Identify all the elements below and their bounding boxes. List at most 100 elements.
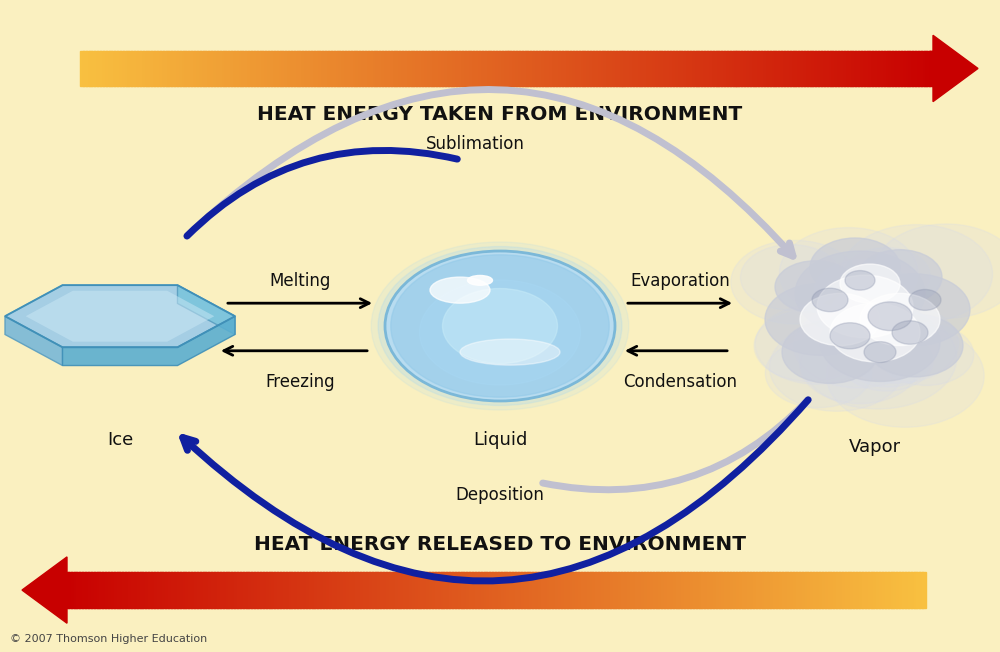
- Bar: [882, 572, 886, 608]
- Bar: [131, 572, 135, 608]
- Bar: [231, 572, 235, 608]
- Bar: [555, 572, 559, 608]
- Bar: [65, 572, 69, 608]
- Bar: [901, 50, 905, 86]
- Bar: [492, 572, 496, 608]
- Bar: [185, 50, 189, 86]
- Bar: [488, 50, 491, 86]
- Bar: [498, 572, 502, 608]
- Bar: [217, 50, 221, 86]
- Bar: [271, 572, 275, 608]
- Bar: [419, 50, 423, 86]
- Bar: [194, 572, 198, 608]
- Bar: [844, 50, 848, 86]
- Bar: [422, 50, 426, 86]
- Bar: [362, 50, 366, 86]
- Bar: [398, 572, 401, 608]
- Bar: [824, 50, 828, 86]
- Bar: [659, 50, 662, 86]
- Bar: [194, 50, 198, 86]
- Bar: [126, 50, 129, 86]
- Bar: [795, 50, 799, 86]
- Bar: [601, 572, 605, 608]
- Circle shape: [846, 331, 931, 387]
- Bar: [914, 572, 917, 608]
- Bar: [525, 50, 528, 86]
- Bar: [582, 50, 585, 86]
- Bar: [251, 572, 255, 608]
- Bar: [354, 50, 357, 86]
- Circle shape: [740, 244, 841, 310]
- Bar: [656, 572, 659, 608]
- Bar: [214, 50, 218, 86]
- Bar: [681, 50, 685, 86]
- Bar: [713, 50, 717, 86]
- Bar: [479, 50, 483, 86]
- Bar: [924, 50, 927, 86]
- Polygon shape: [26, 291, 214, 342]
- Bar: [197, 50, 201, 86]
- Bar: [641, 572, 645, 608]
- Bar: [724, 50, 728, 86]
- Bar: [408, 50, 412, 86]
- Bar: [599, 50, 603, 86]
- Circle shape: [731, 241, 859, 324]
- Bar: [584, 50, 588, 86]
- Bar: [185, 572, 189, 608]
- Bar: [328, 50, 332, 86]
- Bar: [613, 572, 616, 608]
- Bar: [360, 572, 364, 608]
- Bar: [670, 572, 674, 608]
- Bar: [418, 572, 421, 608]
- Bar: [676, 572, 679, 608]
- Bar: [850, 50, 853, 86]
- Bar: [228, 50, 232, 86]
- Circle shape: [795, 251, 925, 336]
- Bar: [242, 50, 246, 86]
- Bar: [452, 572, 456, 608]
- Bar: [730, 50, 734, 86]
- Bar: [208, 572, 212, 608]
- Bar: [146, 50, 149, 86]
- Bar: [246, 572, 249, 608]
- Bar: [274, 572, 278, 608]
- Bar: [351, 50, 355, 86]
- Bar: [274, 50, 278, 86]
- Bar: [220, 50, 224, 86]
- Bar: [781, 50, 785, 86]
- Bar: [352, 572, 356, 608]
- Bar: [593, 50, 597, 86]
- Bar: [613, 50, 617, 86]
- Bar: [573, 50, 577, 86]
- Bar: [687, 50, 691, 86]
- Circle shape: [840, 264, 900, 303]
- Bar: [288, 50, 292, 86]
- Circle shape: [775, 261, 855, 313]
- Bar: [650, 572, 654, 608]
- Bar: [733, 50, 736, 86]
- Bar: [148, 50, 152, 86]
- Bar: [86, 50, 90, 86]
- Bar: [681, 572, 685, 608]
- Bar: [602, 50, 605, 86]
- Bar: [775, 50, 779, 86]
- Bar: [862, 572, 866, 608]
- Bar: [188, 50, 192, 86]
- Bar: [128, 572, 132, 608]
- Bar: [220, 572, 224, 608]
- Bar: [322, 50, 326, 86]
- Bar: [510, 50, 514, 86]
- Text: Melting: Melting: [269, 272, 331, 290]
- Bar: [653, 50, 657, 86]
- Bar: [412, 572, 416, 608]
- Bar: [710, 50, 714, 86]
- Polygon shape: [5, 316, 62, 366]
- Bar: [833, 572, 837, 608]
- Bar: [747, 50, 751, 86]
- Text: Vapor: Vapor: [849, 437, 901, 456]
- Bar: [887, 50, 890, 86]
- Bar: [758, 50, 762, 86]
- Bar: [753, 50, 756, 86]
- Bar: [379, 50, 383, 86]
- Bar: [893, 572, 897, 608]
